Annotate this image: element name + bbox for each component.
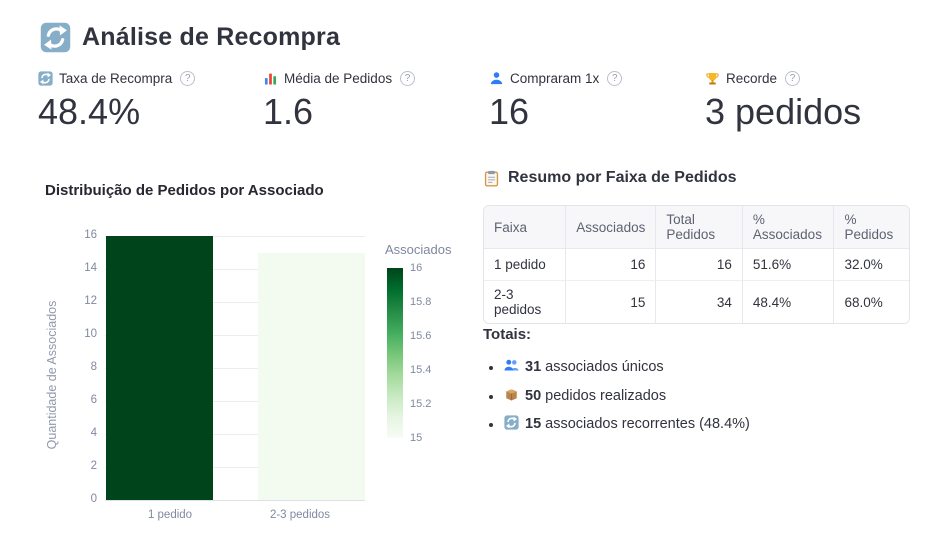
y-tick-label: 6	[90, 394, 97, 406]
bar-chart-icon	[263, 71, 278, 86]
y-axis-title: Quantidade de Associados	[45, 300, 59, 450]
total-text: associados únicos	[541, 359, 664, 375]
colorbar-tick-label: 15.2	[410, 398, 432, 410]
gridline	[105, 269, 365, 270]
gridline	[105, 335, 365, 336]
totals-title: Totais:	[483, 326, 532, 343]
table-cell: 34	[655, 281, 742, 323]
table-header-cell: % Associados	[741, 206, 834, 249]
table-cell: 48.4%	[741, 281, 834, 323]
table-row: 1 pedido 16 16 51.6% 32.0%	[484, 249, 909, 281]
total-item: 15 associados recorrentes (48.4%)	[503, 415, 750, 432]
x-tick-label: 2-3 pedidos	[269, 509, 331, 521]
person-icon	[489, 71, 504, 86]
metric-label: Recorde	[726, 71, 778, 86]
help-icon[interactable]: ?	[785, 71, 801, 86]
metric-value: 3 pedidos	[705, 91, 862, 132]
colorbar-tick-label: 16	[410, 262, 423, 274]
y-tick-label: 2	[90, 460, 97, 472]
trophy-icon	[705, 71, 720, 86]
y-tick-label: 0	[90, 493, 97, 505]
page-title: Análise de Recompra	[82, 23, 341, 51]
total-value: 50	[525, 387, 542, 404]
table-cell: 15	[565, 281, 656, 323]
metric-label: Taxa de Recompra	[59, 71, 173, 86]
table-header-cell: % Pedidos	[833, 206, 909, 249]
summary-table: Faixa Associados Total Pedidos% Associados…	[483, 205, 910, 324]
table-header-cell: Faixa	[484, 206, 566, 249]
summary-title: Resumo por Faixa de Pedidos	[508, 169, 737, 186]
table-cell: 51.6%	[741, 249, 834, 281]
y-tick-label: 16	[84, 229, 97, 241]
totals-list: 31 associados únicos 50 pedidos realizad…	[486, 358, 750, 444]
colorbar-tick-label: 15.6	[410, 330, 432, 342]
help-icon[interactable]: ?	[180, 71, 196, 86]
y-tick-label: 8	[90, 361, 97, 373]
metric-value: 48.4%	[38, 91, 141, 132]
x-axis-line	[105, 500, 365, 501]
repeat-icon	[40, 22, 71, 53]
repeat-icon	[38, 71, 53, 86]
gridline	[105, 401, 365, 402]
colorbar	[387, 268, 403, 438]
metric-compraram-1x: Compraram 1x ? 16	[489, 71, 705, 132]
metric-value: 1.6	[263, 91, 314, 132]
help-icon[interactable]: ?	[607, 71, 623, 86]
gridline	[105, 368, 365, 369]
bar-2-3-pedidos[interactable]	[257, 252, 365, 500]
table-header-cell: Total Pedidos	[655, 206, 742, 249]
total-value: 15	[525, 416, 542, 432]
table-header-cell: Associados	[565, 206, 656, 249]
total-item: 50 pedidos realizados	[503, 387, 750, 404]
colorbar-tick-label: 15	[410, 432, 423, 444]
y-tick-label: 4	[90, 427, 97, 439]
chart-title: Distribuição de Pedidos por Associado	[45, 182, 324, 199]
help-icon[interactable]: ?	[400, 71, 416, 86]
clipboard-icon	[483, 170, 500, 187]
table-cell: 16	[655, 249, 742, 281]
app-header: Análise de Recompra	[40, 22, 340, 53]
total-item: 31 associados únicos	[503, 358, 750, 375]
y-tick-label: 10	[84, 328, 97, 340]
gridline	[105, 434, 365, 435]
package-icon	[503, 387, 520, 402]
total-text: associados recorrentes (48.4%)	[541, 416, 750, 432]
y-tick-label: 14	[84, 262, 97, 274]
table-cell: 32.0%	[833, 249, 909, 281]
table-cell: 2-3 pedidos	[484, 281, 566, 323]
table-cell: 68.0%	[833, 281, 909, 323]
metric-recorde: Recorde ? 3 pedidos	[705, 71, 928, 132]
repeat-icon	[503, 415, 520, 430]
metric-label: Compraram 1x	[510, 71, 600, 86]
bar-1-pedido[interactable]	[105, 236, 213, 500]
table-cell: 1 pedido	[484, 249, 566, 281]
metrics-row: Taxa de Recompra ? 48.4% Média de Pedido…	[38, 71, 928, 132]
gridline	[105, 467, 365, 468]
bar-chart[interactable]: Quantidade de Associados 0 2 4 6 8 10 12 14 16 1 …	[35, 200, 465, 545]
metric-media-de-pedidos: Média de Pedidos ? 1.6	[263, 71, 489, 132]
colorbar-title: Associados	[385, 242, 452, 257]
total-value: 31	[525, 359, 542, 375]
people-icon	[503, 358, 520, 373]
summary-header: Resumo por Faixa de Pedidos	[483, 169, 737, 187]
y-tick-label: 12	[84, 295, 97, 307]
colorbar-tick-label: 15.8	[410, 296, 432, 308]
x-tick-label: 1 pedido	[147, 509, 193, 521]
metric-label: Média de Pedidos	[284, 71, 393, 86]
metric-taxa-de-recompra: Taxa de Recompra ? 48.4%	[38, 71, 263, 132]
gridline	[105, 236, 365, 237]
gridline	[105, 302, 365, 303]
table-cell: 16	[565, 249, 656, 281]
metric-value: 16	[489, 91, 530, 132]
table-row: 2-3 pedidos 15 34 48.4% 68.0%	[484, 281, 909, 323]
total-text: pedidos realizados	[541, 387, 667, 404]
colorbar-tick-label: 15.4	[410, 364, 432, 376]
